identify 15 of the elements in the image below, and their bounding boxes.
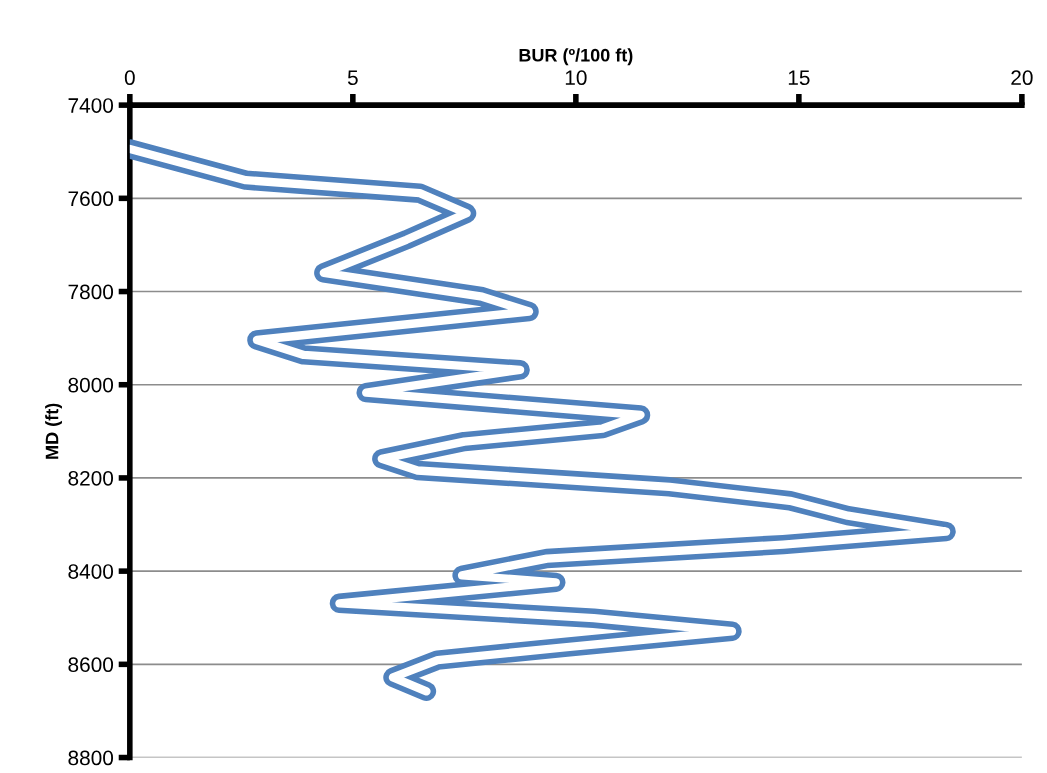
y-tick-label: 8600 [68,657,114,673]
y-tick-label: 8400 [68,564,114,579]
y-tick-label: 8800 [68,750,114,766]
x-tick-label: 0 [124,70,135,86]
x-tick-label: 5 [347,70,358,86]
x-tick-label: 15 [788,70,810,86]
x-tick-label: 10 [565,70,587,86]
y-tick-label: 7800 [68,284,114,300]
x-tick-label: 20 [1011,70,1033,86]
y-tick-label: 7400 [68,98,114,113]
y-tick-label: 8200 [68,470,114,486]
x-axis-title: BUR (º/100 ft) [519,48,633,66]
y-axis-title: MD (ft) [45,403,62,459]
y-tick-label: 7600 [68,191,114,207]
y-tick-label: 8000 [68,377,114,393]
